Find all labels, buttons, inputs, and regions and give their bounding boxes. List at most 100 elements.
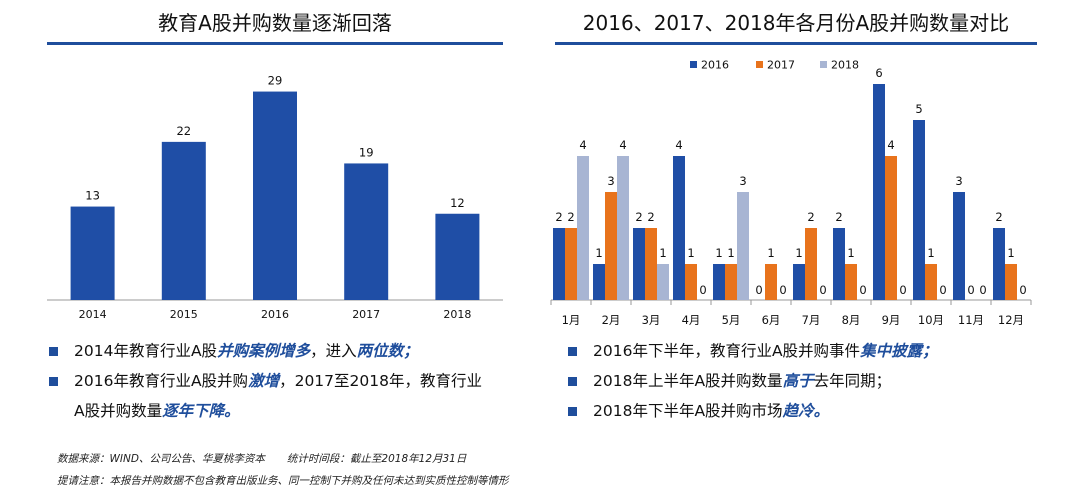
x-tick-label-4月: 4月 <box>682 313 701 327</box>
data-label-2016-1月: 2 <box>555 210 562 224</box>
data-label-2018-11月: 0 <box>979 283 986 297</box>
bar-2015 <box>161 141 206 300</box>
x-tick-label-3月: 3月 <box>642 313 661 327</box>
bar-2017-7月 <box>805 228 817 300</box>
bullet-text: ，进入 <box>310 342 357 360</box>
bullet-text: 去年同期； <box>813 372 892 390</box>
data-label-2017-9月: 4 <box>887 138 894 152</box>
data-label-2018-6月: 0 <box>779 283 786 297</box>
bullet-text: A股并购数量 <box>74 402 163 420</box>
highlight-text: 逐年下降。 <box>162 402 240 420</box>
data-label-2017-12月: 1 <box>1007 246 1014 260</box>
right-bullet-item: 2018年下半年A股并购市场趋冷。 <box>567 396 1037 426</box>
data-label-2016-2月: 1 <box>595 246 602 260</box>
bar-2017-3月 <box>645 228 657 300</box>
data-label-2017-2月: 3 <box>607 174 614 188</box>
data-label-2017-10月: 1 <box>927 246 934 260</box>
legend-label-2018: 2018 <box>831 59 859 72</box>
data-label-2017-3月: 2 <box>647 210 654 224</box>
data-label-2018-1月: 4 <box>579 138 586 152</box>
data-label-2017-11月: 0 <box>967 283 974 297</box>
legend-label-2016: 2016 <box>701 59 729 72</box>
bar-2017-9月 <box>885 156 897 300</box>
bar-2016-9月 <box>873 84 885 300</box>
data-label-2016-4月: 4 <box>675 138 682 152</box>
x-tick-label-2014: 2014 <box>79 308 107 321</box>
data-label-2016-12月: 2 <box>995 210 1002 224</box>
bar-2018-5月 <box>737 192 749 300</box>
bar-2016-3月 <box>633 228 645 300</box>
data-label-2016-3月: 2 <box>635 210 642 224</box>
left-bullet-item: 2016年教育行业A股并购激增，2017至2018年，教育行业 <box>48 366 508 396</box>
x-tick-label-6月: 6月 <box>762 313 781 327</box>
bar-2017-12月 <box>1005 264 1017 300</box>
legend-swatch-2018 <box>820 61 827 68</box>
data-label-2018-4月: 0 <box>699 283 706 297</box>
x-tick-label-9月: 9月 <box>882 313 901 327</box>
x-tick-label-11月: 11月 <box>958 313 984 327</box>
data-label-2017-1月: 2 <box>567 210 574 224</box>
bar-2016-1月 <box>553 228 565 300</box>
data-label-2018-12月: 0 <box>1019 283 1026 297</box>
legend-label-2017: 2017 <box>767 59 795 72</box>
data-label-2018-7月: 0 <box>819 283 826 297</box>
bar-2018-1月 <box>577 156 589 300</box>
data-label-2018-10月: 0 <box>939 283 946 297</box>
bar-2016-2月 <box>593 264 605 300</box>
data-label-2018-5月: 3 <box>739 174 746 188</box>
bar-2017-6月 <box>765 264 777 300</box>
bar-2017-5月 <box>725 264 737 300</box>
bar-2017-1月 <box>565 228 577 300</box>
bar-2016-4月 <box>673 156 685 300</box>
source-text: 数据来源：WIND、公司公告、华夏桃李资本 <box>57 453 265 465</box>
x-tick-label-1月: 1月 <box>562 313 581 327</box>
bar-2017-2月 <box>605 192 617 300</box>
data-label-2017-8月: 1 <box>847 246 854 260</box>
legend-swatch-2017 <box>756 61 763 68</box>
highlight-text: 趋冷。 <box>782 402 830 420</box>
data-label-2016-8月: 2 <box>835 210 842 224</box>
data-label-2018-8月: 0 <box>859 283 866 297</box>
bar-2018-3月 <box>657 264 669 300</box>
bar-2016-7月 <box>793 264 805 300</box>
highlight-text: 激增 <box>248 372 280 390</box>
data-label-2017-4月: 1 <box>687 246 694 260</box>
left-bullet-list: 2014年教育行业A股并购案例增多，进入两位数； 2016年教育行业A股并购激增，… <box>48 336 508 426</box>
bar-2016-5月 <box>713 264 725 300</box>
bullet-text: ，2017至2018年，教育行业 <box>279 372 482 390</box>
right-title-underline <box>555 42 1037 45</box>
x-tick-label-2018: 2018 <box>443 308 471 321</box>
x-tick-label-10月: 10月 <box>918 313 944 327</box>
legend-swatch-2016 <box>690 61 697 68</box>
bar-2014 <box>70 206 115 300</box>
highlight-text: 高于 <box>782 372 814 390</box>
bar-2017 <box>344 163 389 300</box>
left-chart-title: 教育A股并购数量逐渐回落 <box>158 11 392 35</box>
data-label-2016-6月: 0 <box>755 283 762 297</box>
bar-2017-10月 <box>925 264 937 300</box>
x-tick-label-2016: 2016 <box>261 308 289 321</box>
bar-2017-4月 <box>685 264 697 300</box>
bullet-text: 2018年上半年A股并购数量 <box>593 372 783 390</box>
data-label-2016-9月: 6 <box>875 66 882 80</box>
bar-2018 <box>435 213 480 300</box>
bar-2016-10月 <box>913 120 925 300</box>
bar-2017-8月 <box>845 264 857 300</box>
left-bullet-continuation: A股并购数量逐年下降。 <box>48 396 508 426</box>
data-label-2017-6月: 1 <box>767 246 774 260</box>
data-label-2018: 12 <box>450 196 465 210</box>
left-title-underline <box>47 42 503 45</box>
left-bullet-item: 2014年教育行业A股并购案例增多，进入两位数； <box>48 336 508 366</box>
data-label-2016: 29 <box>268 74 283 88</box>
data-label-2018-9月: 0 <box>899 283 906 297</box>
data-label-2018-2月: 4 <box>619 138 626 152</box>
x-tick-label-8月: 8月 <box>842 313 861 327</box>
bar-2018-2月 <box>617 156 629 300</box>
data-label-2016-10月: 5 <box>915 102 922 116</box>
bullet-text: 2018年下半年A股并购市场 <box>593 402 783 420</box>
data-label-2016-7月: 1 <box>795 246 802 260</box>
x-tick-label-2015: 2015 <box>170 308 198 321</box>
bar-2016-11月 <box>953 192 965 300</box>
